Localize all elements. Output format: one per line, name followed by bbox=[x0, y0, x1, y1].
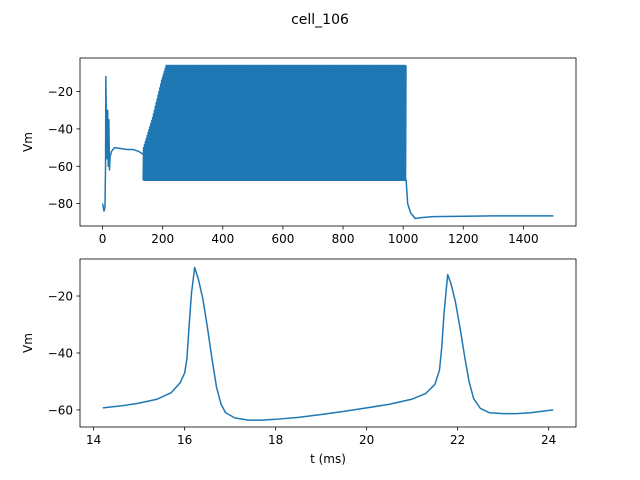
x-tick-label: 16 bbox=[177, 433, 192, 447]
x-tick-label: 600 bbox=[271, 232, 294, 246]
y-tick-label: −40 bbox=[48, 122, 73, 136]
y-tick-label: −60 bbox=[48, 403, 73, 417]
top-subplot: 0 200 400 600 800 1000 1200 1400 −80 −60 −40 −20 Vm bbox=[21, 57, 577, 246]
y-axis-label: Vm bbox=[21, 333, 35, 353]
series-line-0 bbox=[102, 266, 554, 421]
series-group bbox=[102, 266, 554, 421]
series-line-0-part-1 bbox=[142, 64, 407, 182]
y-tick-label: −20 bbox=[48, 290, 73, 304]
x-tick-label: 1200 bbox=[448, 232, 479, 246]
x-tick-label: 14 bbox=[86, 433, 101, 447]
y-tick-label: −80 bbox=[48, 197, 73, 211]
axes-frame bbox=[79, 258, 577, 428]
figure-title: cell_106 bbox=[291, 12, 349, 28]
y-axis-label: Vm bbox=[21, 132, 35, 152]
x-tick-label: 400 bbox=[211, 232, 234, 246]
x-tick-label: 1400 bbox=[508, 232, 539, 246]
x-tick-label: 800 bbox=[332, 232, 355, 246]
y-tick-label: −20 bbox=[48, 85, 73, 99]
x-tick-label: 20 bbox=[359, 433, 374, 447]
bottom-subplot: 14 16 18 20 22 24 −60 −40 −20 Vm t (ms) bbox=[21, 258, 577, 466]
x-tick-label: 0 bbox=[99, 232, 107, 246]
x-tick-label: 22 bbox=[450, 433, 465, 447]
series-line-0-part-0 bbox=[101, 75, 554, 220]
y-tick-label: −40 bbox=[48, 346, 73, 360]
series-group bbox=[101, 64, 554, 220]
x-axis-label: t (ms) bbox=[310, 452, 346, 466]
x-tick-label: 18 bbox=[268, 433, 283, 447]
x-tick-label: 1000 bbox=[388, 232, 419, 246]
x-tick-label: 24 bbox=[541, 433, 556, 447]
y-tick-label: −60 bbox=[48, 160, 73, 174]
axes-frame bbox=[79, 57, 577, 227]
x-tick-label: 200 bbox=[151, 232, 174, 246]
